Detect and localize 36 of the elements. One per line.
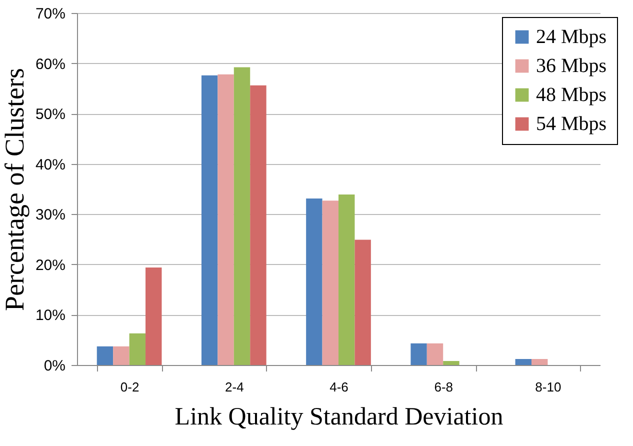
x-tick-label: 0-2 <box>120 380 140 394</box>
y-tick-label: 0% <box>44 358 66 374</box>
bar <box>338 194 355 365</box>
x-tick-label: 2-4 <box>225 380 244 394</box>
bar <box>322 200 338 365</box>
y-tick-label: 10% <box>35 307 66 324</box>
x-axis-title: Link Quality Standard Deviation <box>174 404 504 430</box>
bar <box>250 85 266 365</box>
y-tick-label: 60% <box>35 56 66 73</box>
bar <box>201 75 218 365</box>
legend-label: 36 Mbps <box>536 55 607 77</box>
legend-label: 54 Mbps <box>536 113 607 135</box>
x-tick-label: 4-6 <box>330 380 348 394</box>
x-tick-label: 8-10 <box>535 380 562 394</box>
bar <box>96 346 114 365</box>
y-tick-label: 30% <box>35 206 66 224</box>
bar <box>234 67 250 365</box>
legend-label: 48 Mbps <box>536 84 607 106</box>
bar <box>354 240 371 365</box>
y-tick-label: 20% <box>35 256 66 274</box>
bar <box>129 333 146 365</box>
bar <box>515 358 532 365</box>
legend-label: 24 Mbps <box>536 26 607 48</box>
bar <box>426 343 444 365</box>
bar <box>113 346 130 365</box>
y-tick-label: 50% <box>35 106 66 124</box>
y-tick-label: 70% <box>35 6 66 22</box>
bar <box>146 267 162 365</box>
bar <box>306 198 322 365</box>
y-axis-title: Percentage of Clusters <box>0 68 30 311</box>
x-tick-label: 6-8 <box>434 380 453 394</box>
bar <box>443 360 460 365</box>
bar <box>410 343 427 365</box>
y-tick-label: 40% <box>35 156 66 174</box>
bar <box>218 74 234 365</box>
bar <box>531 358 548 365</box>
